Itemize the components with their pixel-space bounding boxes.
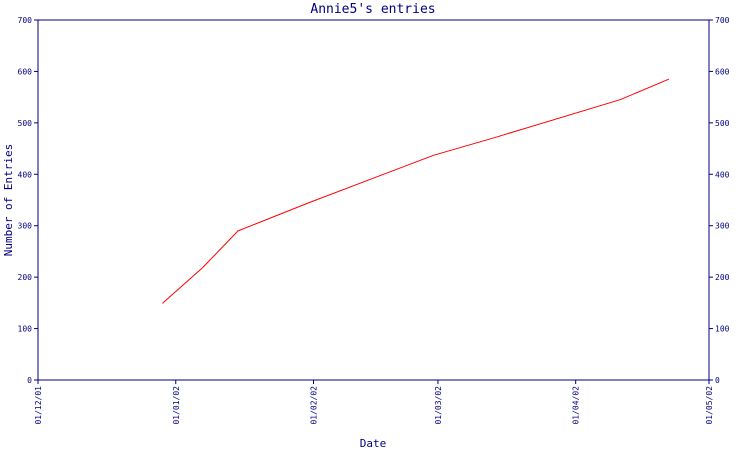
y-tick-label-right: 100 — [715, 325, 730, 334]
y-tick-label-left: 500 — [18, 119, 33, 128]
x-axis-ticks: 01/12/01 01/01/02 01/02/02 01/03/02 01/04/02… — [34, 380, 714, 425]
chart-title: Annie5's entries — [310, 2, 435, 17]
y-tick-label-right: 300 — [715, 222, 730, 231]
y-tick-label-left: 400 — [18, 170, 33, 179]
x-axis-label: Date — [360, 437, 387, 450]
y-tick-label-right: 400 — [715, 170, 730, 179]
y-tick-label-right: 600 — [715, 67, 730, 76]
x-tick-label: 01/02/02 — [310, 386, 319, 425]
x-tick-label: 01/12/01 — [34, 386, 43, 425]
series-layer — [162, 78, 670, 304]
y-tick-label-right: 200 — [715, 273, 730, 282]
y-tick-label-left: 0 — [27, 376, 32, 385]
series-line — [162, 78, 670, 304]
y-axis-left-ticks: 0 100 200 300 400 500 600 700 — [18, 16, 38, 385]
x-tick-label: 01/03/02 — [434, 386, 443, 425]
y-tick-label-left: 100 — [18, 325, 33, 334]
y-tick-label-right: 700 — [715, 16, 730, 25]
y-tick-label-left: 600 — [18, 67, 33, 76]
y-tick-label-left: 300 — [18, 222, 33, 231]
y-tick-label-left: 700 — [18, 16, 33, 25]
y-axis-right-ticks: 0 100 200 300 400 500 600 700 — [709, 16, 730, 385]
x-tick-label: 01/04/02 — [572, 386, 581, 425]
y-tick-label-left: 200 — [18, 273, 33, 282]
x-tick-label: 01/05/02 — [705, 386, 714, 425]
x-tick-label: 01/01/02 — [172, 386, 181, 425]
plot-area-border — [37, 19, 710, 381]
y-axis-label: Number of Entries — [2, 144, 15, 257]
y-tick-label-right: 500 — [715, 119, 730, 128]
y-tick-label-right: 0 — [715, 376, 720, 385]
